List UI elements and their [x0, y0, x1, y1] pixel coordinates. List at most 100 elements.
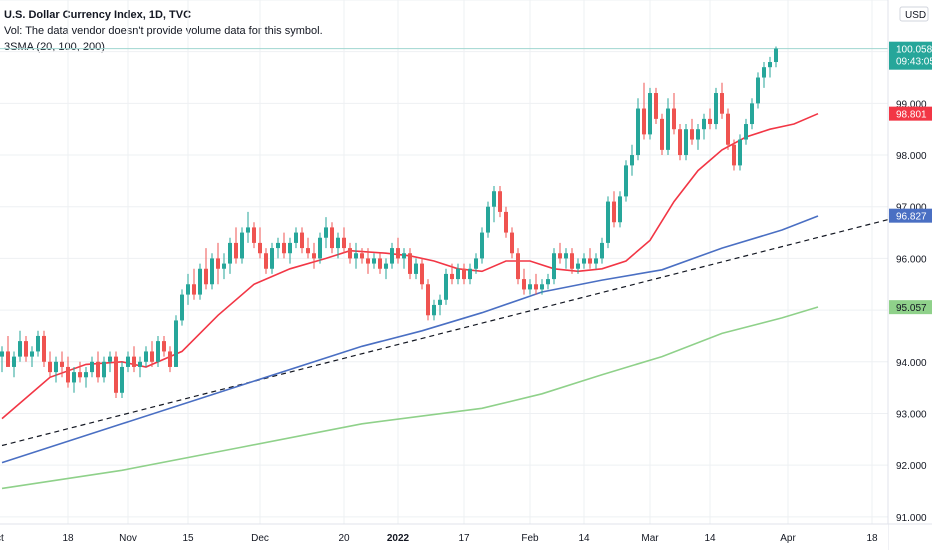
candle-body[interactable]: [516, 253, 520, 280]
candle-body[interactable]: [510, 232, 514, 254]
candle-body[interactable]: [240, 232, 244, 259]
candle-body[interactable]: [336, 237, 340, 249]
candle-body[interactable]: [774, 48, 778, 63]
candle-body[interactable]: [444, 273, 448, 300]
candle-body[interactable]: [18, 341, 22, 357]
candle-body[interactable]: [6, 351, 10, 367]
candle-body[interactable]: [222, 263, 226, 269]
currency-badge[interactable]: [899, 6, 929, 22]
candle-body[interactable]: [126, 356, 130, 367]
candle-body[interactable]: [462, 268, 466, 280]
candle-body[interactable]: [678, 129, 682, 156]
candle-body[interactable]: [600, 242, 604, 259]
candle-body[interactable]: [546, 279, 550, 285]
candle-body[interactable]: [762, 67, 766, 78]
candle-body[interactable]: [606, 201, 610, 243]
candle-body[interactable]: [438, 299, 442, 305]
candle-body[interactable]: [42, 335, 46, 362]
candle-body[interactable]: [690, 129, 694, 140]
candle-body[interactable]: [150, 351, 154, 362]
candle-body[interactable]: [138, 361, 142, 367]
candle-body[interactable]: [264, 253, 268, 269]
candle-body[interactable]: [414, 263, 418, 274]
price-axis[interactable]: 91.00092.00093.00094.00095.00096.00097.0…: [887, 0, 932, 550]
candle-body[interactable]: [312, 253, 316, 259]
candle-body[interactable]: [576, 263, 580, 269]
candle-body[interactable]: [768, 62, 772, 68]
candle-body[interactable]: [504, 211, 508, 233]
candle-body[interactable]: [522, 279, 526, 290]
candle-body[interactable]: [234, 242, 238, 259]
candle-body[interactable]: [696, 129, 700, 140]
candle-body[interactable]: [642, 108, 646, 135]
candle-body[interactable]: [324, 227, 328, 238]
candle-body[interactable]: [0, 351, 4, 357]
candle-body[interactable]: [36, 335, 40, 352]
candle-body[interactable]: [300, 232, 304, 249]
candle-body[interactable]: [276, 242, 280, 249]
candle-body[interactable]: [558, 253, 562, 259]
candle-body[interactable]: [564, 253, 568, 259]
candle-body[interactable]: [168, 351, 172, 367]
candle-body[interactable]: [744, 124, 748, 140]
candle-body[interactable]: [474, 258, 478, 269]
indicator-legend[interactable]: 3SMA (20, 100, 200): [4, 41, 105, 53]
candle-body[interactable]: [408, 253, 412, 274]
candle-body[interactable]: [354, 253, 358, 259]
candle-body[interactable]: [714, 93, 718, 125]
candle-body[interactable]: [246, 227, 250, 233]
candle-body[interactable]: [216, 258, 220, 269]
candle-body[interactable]: [630, 155, 634, 166]
candle-body[interactable]: [198, 268, 202, 295]
candle-body[interactable]: [258, 242, 262, 254]
candle-body[interactable]: [348, 248, 352, 259]
candle-body[interactable]: [384, 263, 388, 269]
candle-body[interactable]: [378, 258, 382, 269]
candle-body[interactable]: [432, 304, 436, 316]
candle-body[interactable]: [660, 118, 664, 150]
candle-body[interactable]: [726, 113, 730, 145]
candle-body[interactable]: [186, 284, 190, 295]
candle-body[interactable]: [228, 242, 232, 264]
candle-body[interactable]: [732, 144, 736, 166]
candle-body[interactable]: [270, 248, 274, 269]
candle-body[interactable]: [54, 361, 58, 373]
candle-body[interactable]: [540, 284, 544, 290]
candle-body[interactable]: [48, 361, 52, 373]
candle-body[interactable]: [360, 253, 364, 259]
candle-body[interactable]: [282, 242, 286, 254]
candle-body[interactable]: [366, 258, 370, 264]
candle-body[interactable]: [72, 372, 76, 383]
candle-body[interactable]: [294, 232, 298, 243]
candle-body[interactable]: [144, 351, 148, 362]
candle-body[interactable]: [120, 366, 124, 393]
candle-body[interactable]: [456, 268, 460, 280]
candle-body[interactable]: [390, 248, 394, 264]
candle-body[interactable]: [330, 227, 334, 249]
candle-body[interactable]: [720, 93, 724, 114]
candle-body[interactable]: [738, 139, 742, 166]
candle-body[interactable]: [582, 258, 586, 264]
candle-body[interactable]: [402, 253, 406, 259]
candle-body[interactable]: [396, 248, 400, 259]
candle-body[interactable]: [672, 108, 676, 130]
candle-body[interactable]: [78, 372, 82, 378]
candle-body[interactable]: [114, 356, 118, 393]
candle-body[interactable]: [636, 108, 640, 156]
candle-body[interactable]: [648, 93, 652, 135]
candle-body[interactable]: [756, 77, 760, 104]
candle-body[interactable]: [420, 263, 424, 285]
candle-body[interactable]: [318, 237, 322, 259]
candle-body[interactable]: [204, 268, 208, 285]
candle-body[interactable]: [426, 284, 430, 316]
candle-body[interactable]: [372, 258, 376, 264]
candle-body[interactable]: [534, 284, 538, 290]
candle-body[interactable]: [492, 191, 496, 207]
candle-body[interactable]: [60, 361, 64, 367]
candle-body[interactable]: [90, 361, 94, 373]
candle-body[interactable]: [624, 165, 628, 197]
candle-body[interactable]: [162, 341, 166, 352]
candle-body[interactable]: [84, 372, 88, 378]
candle-body[interactable]: [684, 129, 688, 156]
